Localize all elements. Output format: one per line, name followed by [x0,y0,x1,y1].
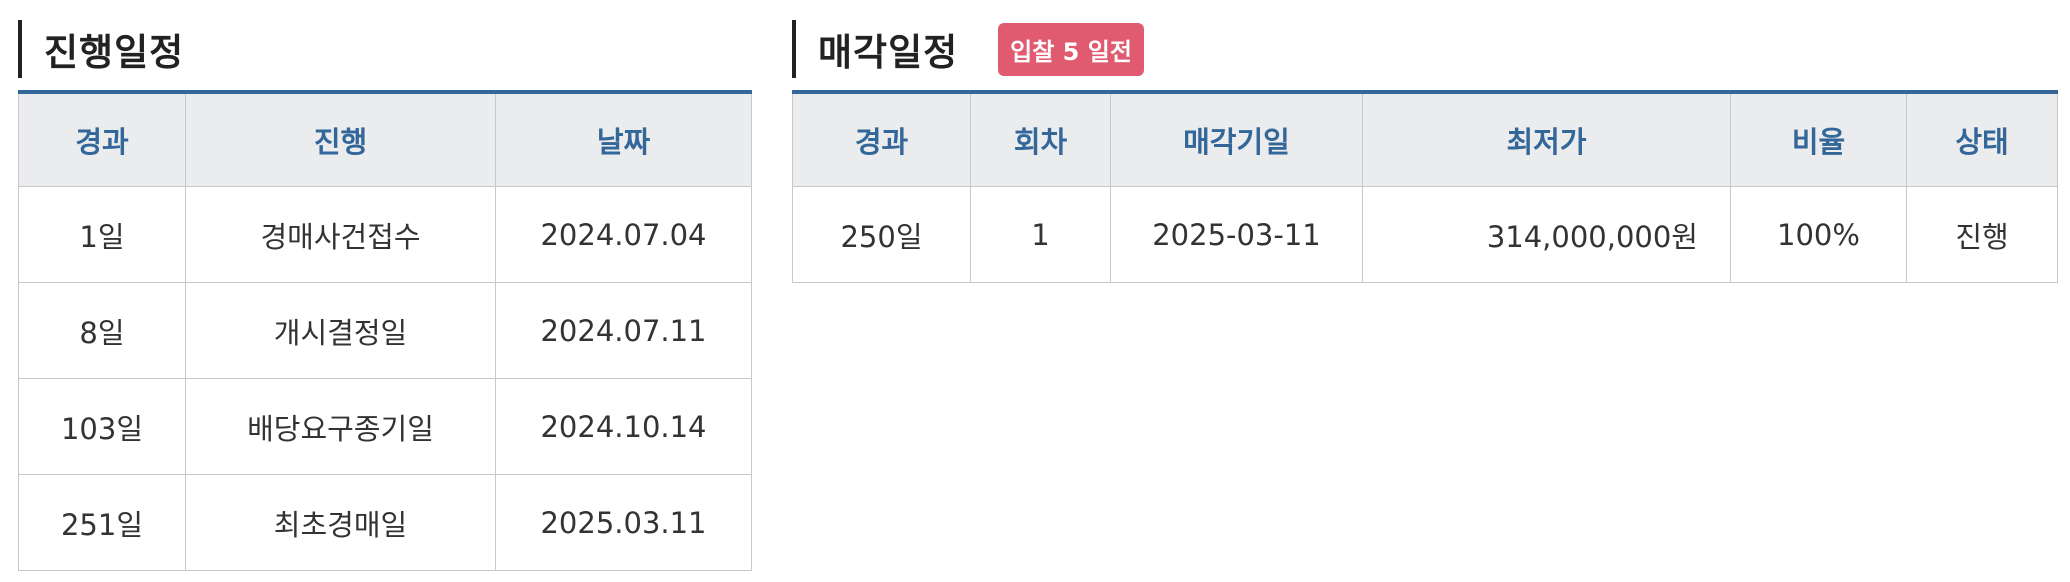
bid-countdown-badge: 입찰 5 일전 [998,22,1144,76]
cell-status: 진행 [1906,186,2058,283]
table-header-row: 경과 회차 매각기일 최저가 비율 상태 [792,92,2058,187]
column-header-min-price: 최저가 [1362,92,1731,187]
cell-round: 1 [970,186,1111,283]
column-header-sale-date: 매각기일 [1110,92,1363,187]
cell-date: 2025.03.11 [495,474,752,571]
cell-event: 개시결정일 [185,282,496,379]
cell-elapsed: 250일 [792,186,971,283]
cell-event: 최초경매일 [185,474,496,571]
column-header-status: 상태 [1906,92,2058,187]
progress-schedule-title: 진행일정 [44,31,185,74]
cell-ratio: 100% [1730,186,1907,283]
cell-elapsed: 1일 [18,186,186,283]
column-header-ratio: 비율 [1730,92,1907,187]
table-header-row: 경과 진행 날짜 [18,92,752,187]
progress-schedule-panel: 진행일정 경과 진행 날짜 1일 경매사건접수 2024.07.04 [18,20,752,571]
table-row: 251일 최초경매일 2025.03.11 [18,474,752,571]
column-header-elapsed: 경과 [18,92,186,187]
column-header-event: 진행 [185,92,496,187]
progress-schedule-header: 진행일정 [18,20,751,78]
cell-event: 배당요구종기일 [185,378,496,475]
sale-schedule-table: 경과 회차 매각기일 최저가 비율 상태 250일 1 2025-03-11 3… [792,90,2058,283]
progress-schedule-table: 경과 진행 날짜 1일 경매사건접수 2024.07.04 8일 개시결정일 2… [18,90,752,571]
table-row: 103일 배당요구종기일 2024.10.14 [18,378,752,475]
cell-date: 2024.10.14 [495,378,752,475]
cell-elapsed: 103일 [18,378,186,475]
sale-schedule-header: 매각일정 입찰 5 일전 [792,20,2057,78]
table-row: 250일 1 2025-03-11 314,000,000원 100% 진행 [792,186,2058,283]
table-row: 1일 경매사건접수 2024.07.04 [18,186,752,283]
column-header-date: 날짜 [495,92,752,187]
sale-schedule-panel: 매각일정 입찰 5 일전 경과 회차 매각기일 최저가 비율 상태 [792,20,2058,283]
cell-date: 2024.07.11 [495,282,752,379]
table-row: 8일 개시결정일 2024.07.11 [18,282,752,379]
column-header-round: 회차 [970,92,1111,187]
cell-min-price: 314,000,000원 [1362,186,1731,283]
cell-event: 경매사건접수 [185,186,496,283]
cell-date: 2024.07.04 [495,186,752,283]
cell-elapsed: 8일 [18,282,186,379]
cell-sale-date: 2025-03-11 [1110,186,1363,283]
cell-elapsed: 251일 [18,474,186,571]
sale-schedule-title: 매각일정 [818,31,959,74]
column-header-elapsed: 경과 [792,92,971,187]
